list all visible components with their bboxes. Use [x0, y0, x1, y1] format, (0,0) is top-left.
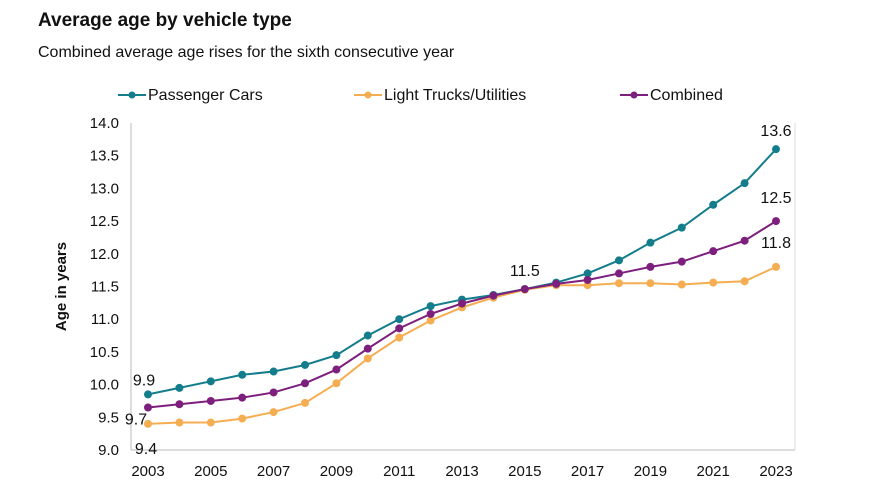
- data-point: [301, 379, 309, 388]
- data-point: [709, 200, 718, 209]
- x-tick-label: 2005: [194, 463, 227, 480]
- data-label: 11.8: [761, 235, 791, 252]
- data-point: [772, 217, 780, 226]
- data-point: [363, 331, 372, 340]
- chart-subtitle: Combined average age rises for the sixth…: [38, 44, 455, 61]
- y-tick-label: 14.0: [90, 115, 119, 132]
- legend-marker: [128, 91, 136, 99]
- data-point: [458, 299, 466, 308]
- data-point: [583, 269, 592, 278]
- y-tick-label: 10.5: [90, 344, 119, 361]
- data-label: 9.7: [125, 411, 147, 428]
- data-point: [395, 315, 404, 324]
- data-point: [269, 408, 278, 417]
- data-point: [395, 333, 404, 342]
- data-point: [363, 354, 372, 363]
- data-label: 13.6: [760, 123, 791, 140]
- x-tick-label: 2021: [697, 463, 730, 480]
- legend-entry: Combined: [650, 87, 723, 104]
- x-tick-label: 2007: [257, 463, 290, 480]
- y-tick-label: 11.0: [91, 311, 119, 328]
- x-tick-label: 2009: [320, 463, 353, 480]
- legend-entry: Passenger Cars: [148, 87, 263, 104]
- data-point: [426, 302, 435, 311]
- data-point: [677, 280, 686, 289]
- series-line: [147, 148, 777, 396]
- data-point: [552, 279, 561, 288]
- data-point: [332, 365, 341, 374]
- data-point: [615, 269, 623, 278]
- data-point: [646, 262, 655, 271]
- series-line: [147, 220, 777, 409]
- data-point: [615, 279, 623, 288]
- x-tick-label: 2011: [383, 463, 415, 480]
- y-tick-label: 10.0: [90, 377, 119, 394]
- data-label: 9.4: [135, 441, 157, 458]
- data-point: [709, 278, 718, 287]
- x-tick-label: 2023: [759, 463, 792, 480]
- y-tick-label: 12.0: [90, 246, 119, 263]
- data-point: [740, 236, 749, 245]
- data-point: [175, 400, 184, 409]
- data-point: [206, 396, 215, 405]
- data-point: [646, 238, 655, 247]
- data-point: [772, 262, 780, 271]
- data-point: [269, 367, 278, 376]
- data-label: 9.9: [133, 372, 155, 389]
- data-point: [206, 377, 215, 386]
- data-point: [238, 393, 247, 402]
- x-tick-label: 2015: [508, 463, 541, 480]
- data-point: [646, 279, 655, 288]
- data-point: [144, 419, 152, 428]
- data-label: 12.5: [760, 190, 791, 207]
- data-point: [426, 309, 435, 318]
- data-point: [677, 257, 686, 266]
- data-point: [709, 247, 718, 256]
- data-point: [395, 324, 404, 333]
- data-point: [677, 223, 686, 232]
- legend-entry: Light Trucks/Utilities: [384, 87, 526, 104]
- legend-marker: [364, 91, 372, 99]
- data-point: [363, 344, 372, 353]
- data-point: [144, 403, 152, 412]
- data-point: [740, 179, 749, 188]
- data-point: [615, 256, 623, 265]
- data-point: [269, 388, 278, 397]
- x-tick-label: 2003: [131, 463, 164, 480]
- data-point: [238, 370, 247, 379]
- y-tick-label: 9.5: [98, 409, 119, 426]
- data-point: [175, 383, 184, 392]
- y-tick-label: 11.5: [91, 279, 119, 296]
- legend-marker: [630, 91, 638, 99]
- x-tick-label: 2013: [445, 463, 478, 480]
- x-tick-label: 2019: [634, 463, 667, 480]
- data-point: [583, 275, 592, 284]
- data-point: [332, 351, 341, 360]
- y-tick-label: 12.5: [90, 213, 119, 230]
- chart-title: Average age by vehicle type: [38, 10, 292, 31]
- data-point: [238, 414, 247, 423]
- data-point: [772, 145, 780, 154]
- data-point: [301, 398, 309, 407]
- y-axis-label: Age in years: [53, 242, 70, 331]
- data-point: [301, 360, 309, 369]
- data-point: [489, 291, 498, 300]
- y-tick-label: 13.0: [90, 180, 119, 197]
- data-point: [144, 390, 152, 399]
- x-tick-label: 2017: [571, 463, 604, 480]
- data-point: [175, 418, 184, 427]
- data-point: [332, 379, 341, 388]
- y-tick-label: 13.5: [90, 148, 119, 165]
- y-tick-label: 9.0: [98, 442, 119, 459]
- data-point: [426, 316, 435, 325]
- data-point: [520, 285, 529, 294]
- data-point: [740, 277, 749, 286]
- data-label: 11.5: [510, 263, 540, 280]
- data-point: [206, 418, 215, 427]
